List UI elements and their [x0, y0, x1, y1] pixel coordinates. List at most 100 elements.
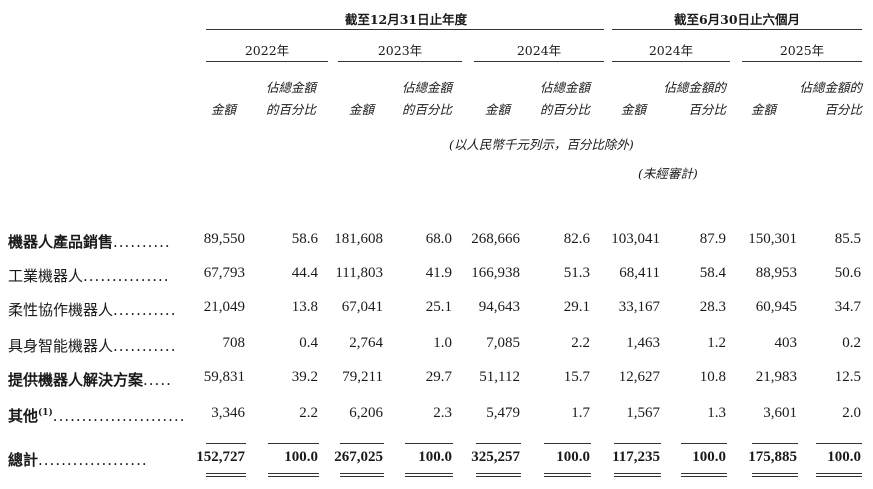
group-header-rule-1 — [206, 29, 604, 30]
subheader-pct-2025-h1: 佔總金額的 百分比 — [799, 80, 862, 117]
table-cell: 2.2 — [299, 405, 318, 421]
table-cell: 1,567 — [626, 405, 660, 421]
subheader-pct-2024: 佔總金額 的百分比 — [539, 80, 590, 117]
table-cell: 33,167 — [618, 299, 660, 315]
table-cell: 21,049 — [203, 299, 245, 315]
subheader-amount-2023: 金額 — [348, 102, 374, 117]
table-cell: 1.0 — [433, 335, 452, 351]
year-header-2023: 2023年 — [377, 43, 423, 58]
table-cell: 5,479 — [486, 405, 520, 421]
total-double-rule — [681, 473, 727, 477]
unaudited-note: (未經審計) — [638, 166, 698, 181]
table-cell: 2,764 — [349, 335, 383, 351]
row-label-text: 總計 — [8, 451, 39, 469]
table-cell: 152,727 — [196, 449, 245, 465]
table-cell: 68,411 — [619, 265, 660, 281]
year-rule-2024-h1 — [612, 61, 730, 62]
table-cell: 0.2 — [842, 335, 861, 351]
subheader-pct-2023: 佔總金額 的百分比 — [401, 80, 452, 117]
table-cell: 87.9 — [699, 231, 726, 247]
row-label: 其他(1)....................... — [8, 405, 185, 426]
row-label: 總計................... — [8, 449, 148, 470]
subtotal-rule — [476, 443, 521, 444]
dot-leader: ....................... — [52, 407, 186, 425]
total-double-rule — [340, 473, 384, 477]
table-cell: 1.7 — [571, 405, 590, 421]
subheader-amount-2022: 金額 — [210, 102, 236, 117]
table-cell: 117,235 — [612, 449, 660, 465]
table-cell: 29.7 — [425, 369, 452, 385]
subtotal-rule — [405, 443, 453, 444]
row-label-text: 工業機器人 — [8, 267, 84, 285]
subtotal-rule — [681, 443, 727, 444]
table-cell: 2.2 — [571, 335, 590, 351]
table-cell: 403 — [774, 335, 798, 351]
subtotal-rule — [206, 443, 246, 444]
table-cell: 44.4 — [291, 265, 318, 281]
dot-leader: .......... — [113, 233, 171, 251]
dot-leader: ............... — [83, 267, 170, 285]
table-cell: 58.6 — [291, 231, 318, 247]
table-cell: 85.5 — [834, 231, 861, 247]
table-cell: 100.0 — [827, 449, 861, 465]
total-double-rule — [405, 473, 453, 477]
table-cell: 6,206 — [349, 405, 383, 421]
table-cell: 94,643 — [478, 299, 520, 315]
table-cell: 67,041 — [341, 299, 383, 315]
table-cell: 1,463 — [626, 335, 660, 351]
year-rule-2022 — [206, 61, 328, 62]
table-cell: 34.7 — [834, 299, 861, 315]
row-label-text: 其他 — [8, 407, 39, 425]
table-cell: 2.3 — [433, 405, 452, 421]
table-cell: 3,346 — [211, 405, 245, 421]
row-label-text: 柔性協作機器人 — [8, 301, 114, 319]
table-cell: 100.0 — [284, 449, 318, 465]
subheader-pct-2024-h1: 佔總金額的 百分比 — [663, 80, 726, 117]
row-label-text: 機器人產品銷售 — [8, 233, 114, 251]
dot-leader: ........... — [113, 337, 177, 355]
total-double-rule — [752, 473, 798, 477]
table-cell: 50.6 — [834, 265, 861, 281]
subtotal-rule — [268, 443, 319, 444]
table-cell: 325,257 — [471, 449, 520, 465]
table-cell: 181,608 — [334, 231, 383, 247]
table-cell: 88,953 — [755, 265, 797, 281]
table-cell: 21,983 — [755, 369, 797, 385]
unit-note: (以人民幣千元列示，百分比除外) — [449, 137, 634, 152]
table-cell: 7,085 — [486, 335, 520, 351]
table-cell: 1.3 — [707, 405, 726, 421]
table-cell: 59,831 — [203, 369, 245, 385]
table-cell: 111,803 — [335, 265, 383, 281]
table-cell: 82.6 — [563, 231, 590, 247]
table-cell: 79,211 — [342, 369, 383, 385]
table-cell: 166,938 — [471, 265, 520, 281]
row-label-text: 具身智能機器人 — [8, 337, 114, 355]
total-double-rule — [816, 473, 862, 477]
total-double-rule — [544, 473, 591, 477]
table-cell: 10.8 — [699, 369, 726, 385]
table-cell: 708 — [222, 335, 246, 351]
subtotal-rule — [544, 443, 591, 444]
subheader-pct-2022: 佔總金額 的百分比 — [265, 80, 316, 117]
group-header-year-ended: 截至12月31日止年度 — [344, 12, 468, 27]
subheader-amount-2024-h1: 金額 — [620, 102, 646, 117]
row-label-text: 提供機器人解決方案 — [8, 371, 144, 389]
total-double-rule — [476, 473, 521, 477]
table-cell: 175,885 — [748, 449, 797, 465]
year-header-2024: 2024年 — [516, 43, 562, 58]
row-label: 提供機器人解決方案..... — [8, 369, 172, 390]
table-cell: 39.2 — [291, 369, 318, 385]
group-header-six-months: 截至6月30日止六個月 — [673, 12, 801, 27]
subtotal-rule — [752, 443, 798, 444]
table-cell: 29.1 — [563, 299, 590, 315]
table-cell: 41.9 — [425, 265, 452, 281]
table-cell: 28.3 — [699, 299, 726, 315]
dot-leader: ................... — [38, 451, 148, 469]
table-cell: 13.8 — [291, 299, 318, 315]
table-cell: 89,550 — [203, 231, 245, 247]
subheader-amount-2024: 金額 — [484, 102, 510, 117]
year-header-2022: 2022年 — [244, 43, 290, 58]
table-cell: 68.0 — [425, 231, 452, 247]
table-cell: 15.7 — [563, 369, 590, 385]
table-cell: 100.0 — [418, 449, 452, 465]
